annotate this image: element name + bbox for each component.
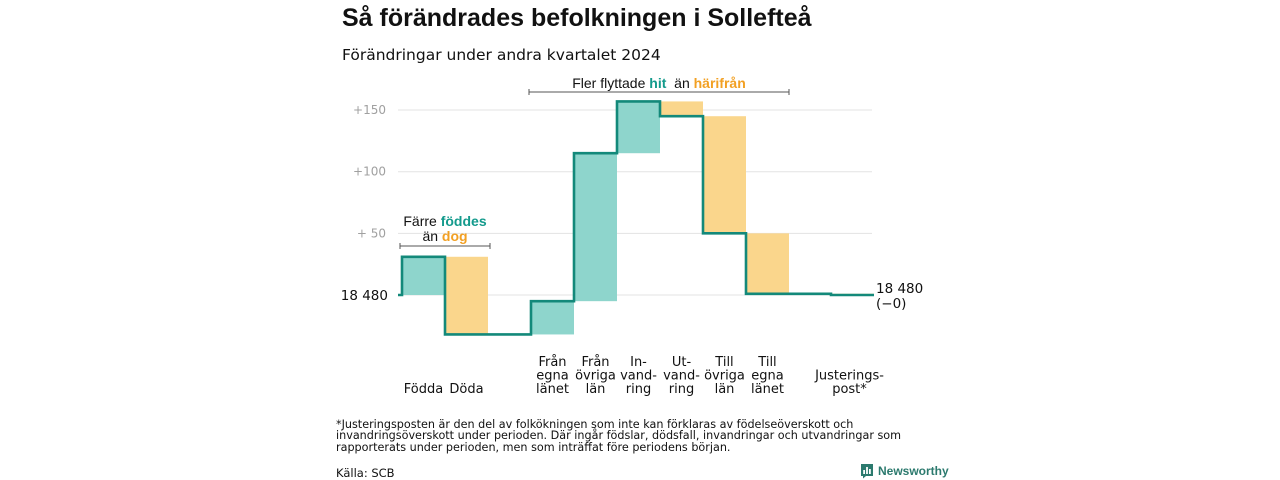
waterfall-bar bbox=[402, 256, 445, 295]
baseline-label: 18 480 bbox=[341, 288, 388, 304]
category-label-line: egna bbox=[536, 369, 568, 384]
footnote: *Justeringsposten är den del av folkökni… bbox=[336, 418, 902, 454]
category-label-line: Födda bbox=[404, 382, 443, 397]
category-label-line: ring bbox=[626, 382, 651, 397]
annotation-text: än dog bbox=[422, 228, 467, 244]
brand-name: Newsworthy bbox=[878, 464, 949, 478]
annotation-segment: än bbox=[422, 228, 441, 244]
category-label-line: In- bbox=[630, 355, 647, 370]
step-line-layer bbox=[398, 100, 874, 336]
category-label-line: vand- bbox=[620, 369, 657, 384]
waterfall-bar bbox=[445, 256, 488, 335]
category-label: Justerings-post* bbox=[814, 369, 884, 398]
category-label-line: Från bbox=[538, 355, 566, 370]
category-label-line: län bbox=[715, 382, 735, 397]
end-value-label: 18 480 bbox=[876, 281, 923, 297]
category-label-line: övriga bbox=[704, 369, 745, 384]
bar-layer bbox=[402, 101, 874, 335]
category-label-line: Till bbox=[757, 355, 776, 370]
annotation-segment: hit bbox=[649, 75, 666, 91]
y-tick-label: +150 bbox=[353, 103, 386, 117]
category-label-line: ring bbox=[669, 382, 694, 397]
end-value-label: (−0) bbox=[876, 296, 906, 312]
category-label-line: post* bbox=[832, 382, 867, 397]
annotation-segment: dog bbox=[442, 228, 468, 244]
category-label-line: län bbox=[586, 382, 606, 397]
cumulative-step-line bbox=[398, 100, 874, 336]
category-label: In-vand-ring bbox=[620, 355, 657, 397]
y-tick-label: +100 bbox=[353, 165, 386, 179]
category-label-line: övriga bbox=[575, 369, 616, 384]
category-label-line: länet bbox=[536, 382, 569, 397]
waterfall-bar bbox=[746, 233, 789, 294]
category-label: Från övriga län bbox=[575, 355, 616, 397]
category-label: Döda bbox=[449, 382, 483, 397]
category-label-line: vand- bbox=[663, 369, 700, 384]
bar-chart-logo-icon bbox=[861, 464, 873, 479]
chart-title: Så förändrades befolkningen i Sollefteå bbox=[342, 4, 812, 32]
category-label: Till egna länet bbox=[751, 355, 784, 397]
waterfall-bar bbox=[660, 101, 703, 117]
waterfall-bar bbox=[574, 153, 617, 302]
annotation-text: Fler flyttade hit än härifrån bbox=[572, 75, 746, 91]
annotation-segment: Färre bbox=[403, 213, 440, 229]
category-label-line: Justerings- bbox=[814, 369, 884, 384]
source-note: Källa: SCB bbox=[336, 466, 395, 480]
annotation-segment: härifrån bbox=[694, 75, 746, 91]
chart-subtitle: Förändringar under andra kvartalet 2024 bbox=[342, 46, 661, 64]
y-tick-label: + 50 bbox=[357, 226, 386, 240]
brand-logo: Newsworthy bbox=[860, 462, 949, 480]
annotation-segment: än bbox=[666, 75, 693, 91]
category-label: Till övriga län bbox=[704, 355, 745, 397]
waterfall-bar bbox=[703, 116, 746, 234]
annotation-segment: föddes bbox=[441, 213, 487, 229]
waterfall-bar bbox=[617, 101, 660, 154]
category-label-line: egna bbox=[751, 369, 783, 384]
waterfall-bar bbox=[531, 301, 574, 335]
category-label-line: länet bbox=[751, 382, 784, 397]
category-label-line: Döda bbox=[449, 382, 483, 397]
category-label-line: Till bbox=[714, 355, 733, 370]
category-label-line: Ut- bbox=[672, 355, 692, 370]
category-label: Födda bbox=[404, 382, 443, 397]
annotation-segment: Fler flyttade bbox=[572, 75, 649, 91]
category-label: Från egna länet bbox=[536, 355, 569, 397]
category-label: Ut-vand-ring bbox=[663, 355, 700, 397]
annotation-text: Färre föddes bbox=[403, 213, 486, 229]
category-label-line: Från bbox=[581, 355, 609, 370]
